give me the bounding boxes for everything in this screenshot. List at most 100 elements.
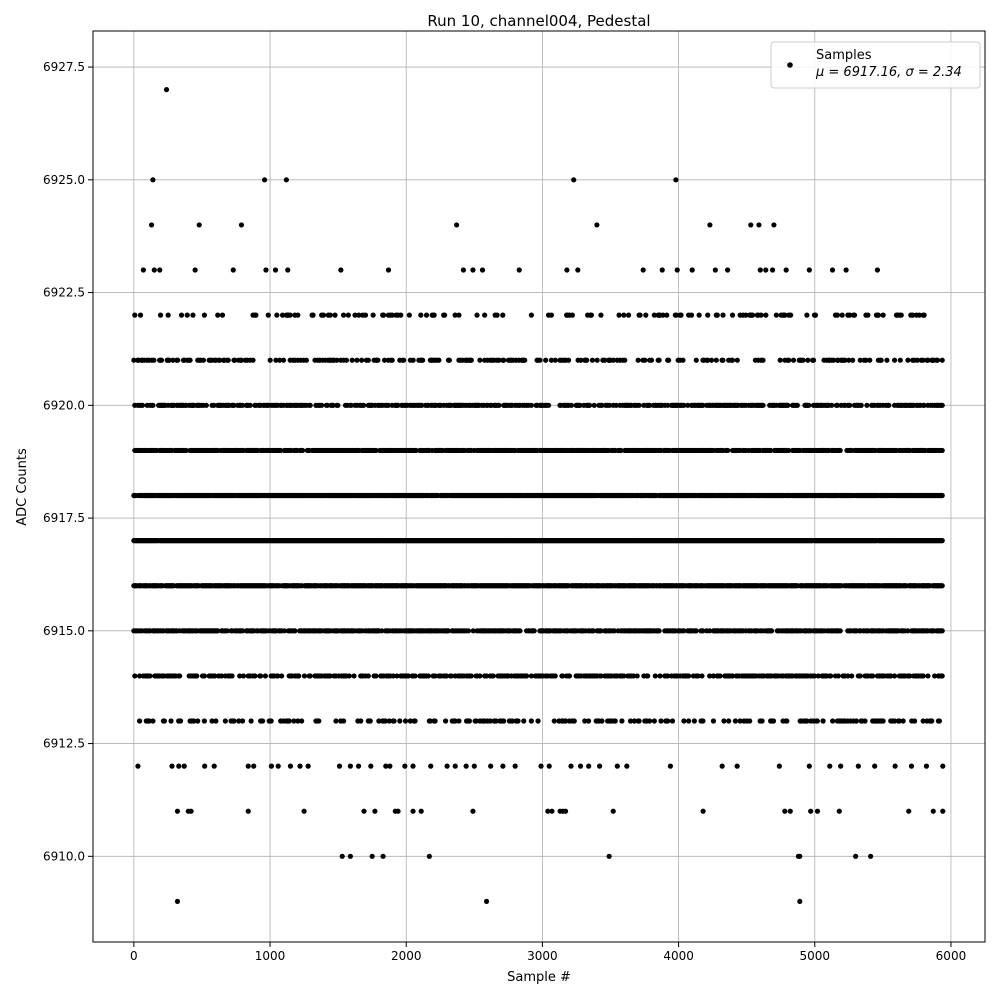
data-point bbox=[532, 628, 537, 633]
data-point bbox=[300, 448, 305, 453]
data-point bbox=[281, 358, 286, 363]
data-point bbox=[535, 718, 540, 723]
data-point bbox=[432, 313, 437, 318]
data-point bbox=[720, 358, 725, 363]
data-point bbox=[522, 358, 527, 363]
data-point bbox=[892, 358, 897, 363]
data-point bbox=[795, 403, 800, 408]
data-point bbox=[694, 358, 699, 363]
data-point bbox=[852, 313, 857, 318]
data-point bbox=[482, 313, 487, 318]
data-point bbox=[332, 313, 337, 318]
data-point bbox=[132, 673, 137, 678]
data-point bbox=[853, 854, 858, 859]
data-point bbox=[940, 673, 945, 678]
data-point bbox=[694, 628, 699, 633]
data-point bbox=[268, 358, 273, 363]
data-point bbox=[642, 358, 647, 363]
data-point bbox=[828, 673, 833, 678]
data-point bbox=[231, 718, 236, 723]
data-point bbox=[370, 854, 375, 859]
data-point bbox=[711, 718, 716, 723]
data-point bbox=[589, 313, 594, 318]
data-point bbox=[390, 358, 395, 363]
data-point bbox=[566, 358, 571, 363]
data-point bbox=[469, 358, 474, 363]
data-point bbox=[467, 718, 472, 723]
data-point bbox=[287, 718, 292, 723]
data-point bbox=[635, 673, 640, 678]
data-point bbox=[420, 358, 425, 363]
data-point bbox=[501, 718, 506, 723]
data-point bbox=[501, 358, 506, 363]
data-point bbox=[411, 358, 416, 363]
data-point bbox=[494, 313, 499, 318]
data-point bbox=[697, 313, 702, 318]
data-point bbox=[785, 403, 790, 408]
data-point bbox=[258, 673, 263, 678]
data-point bbox=[150, 403, 155, 408]
data-point bbox=[726, 718, 731, 723]
data-point bbox=[344, 358, 349, 363]
data-point bbox=[491, 673, 496, 678]
data-point bbox=[626, 313, 631, 318]
data-point bbox=[925, 673, 930, 678]
data-point bbox=[529, 313, 534, 318]
data-point bbox=[308, 673, 313, 678]
data-point bbox=[636, 718, 641, 723]
data-point bbox=[515, 718, 520, 723]
data-point bbox=[204, 403, 209, 408]
data-point bbox=[296, 673, 301, 678]
data-point bbox=[321, 313, 326, 318]
data-point bbox=[940, 583, 945, 588]
data-point bbox=[760, 358, 765, 363]
data-point bbox=[279, 673, 284, 678]
data-point bbox=[730, 358, 735, 363]
data-point bbox=[266, 313, 271, 318]
data-point bbox=[619, 718, 624, 723]
data-point bbox=[621, 313, 626, 318]
data-point bbox=[652, 718, 657, 723]
data-point bbox=[310, 313, 315, 318]
data-point bbox=[572, 718, 577, 723]
data-point bbox=[442, 313, 447, 318]
data-point bbox=[175, 358, 180, 363]
data-point bbox=[474, 313, 479, 318]
data-point bbox=[664, 313, 669, 318]
data-point bbox=[657, 673, 662, 678]
data-point bbox=[366, 673, 371, 678]
data-point bbox=[240, 718, 245, 723]
data-point bbox=[881, 313, 886, 318]
data-point bbox=[876, 313, 881, 318]
data-point bbox=[346, 313, 351, 318]
data-point bbox=[778, 358, 783, 363]
data-point bbox=[546, 403, 551, 408]
data-point bbox=[341, 313, 346, 318]
data-point bbox=[901, 718, 906, 723]
data-point bbox=[800, 358, 805, 363]
data-point bbox=[899, 313, 904, 318]
data-point bbox=[940, 628, 945, 633]
data-point bbox=[838, 448, 843, 453]
data-point bbox=[553, 673, 558, 678]
data-point bbox=[187, 358, 192, 363]
data-point bbox=[929, 718, 934, 723]
data-point bbox=[865, 313, 870, 318]
data-point bbox=[274, 313, 279, 318]
data-point bbox=[709, 358, 714, 363]
data-point bbox=[380, 854, 385, 859]
data-point bbox=[500, 313, 505, 318]
data-point bbox=[689, 313, 694, 318]
data-point bbox=[760, 403, 765, 408]
data-point bbox=[381, 313, 386, 318]
data-point bbox=[229, 673, 234, 678]
data-point bbox=[392, 718, 397, 723]
data-point bbox=[730, 313, 735, 318]
data-point bbox=[714, 358, 719, 363]
data-point bbox=[373, 673, 378, 678]
data-point bbox=[797, 899, 802, 904]
data-point bbox=[354, 358, 359, 363]
data-point bbox=[715, 313, 720, 318]
data-point bbox=[269, 718, 274, 723]
data-point bbox=[733, 718, 738, 723]
